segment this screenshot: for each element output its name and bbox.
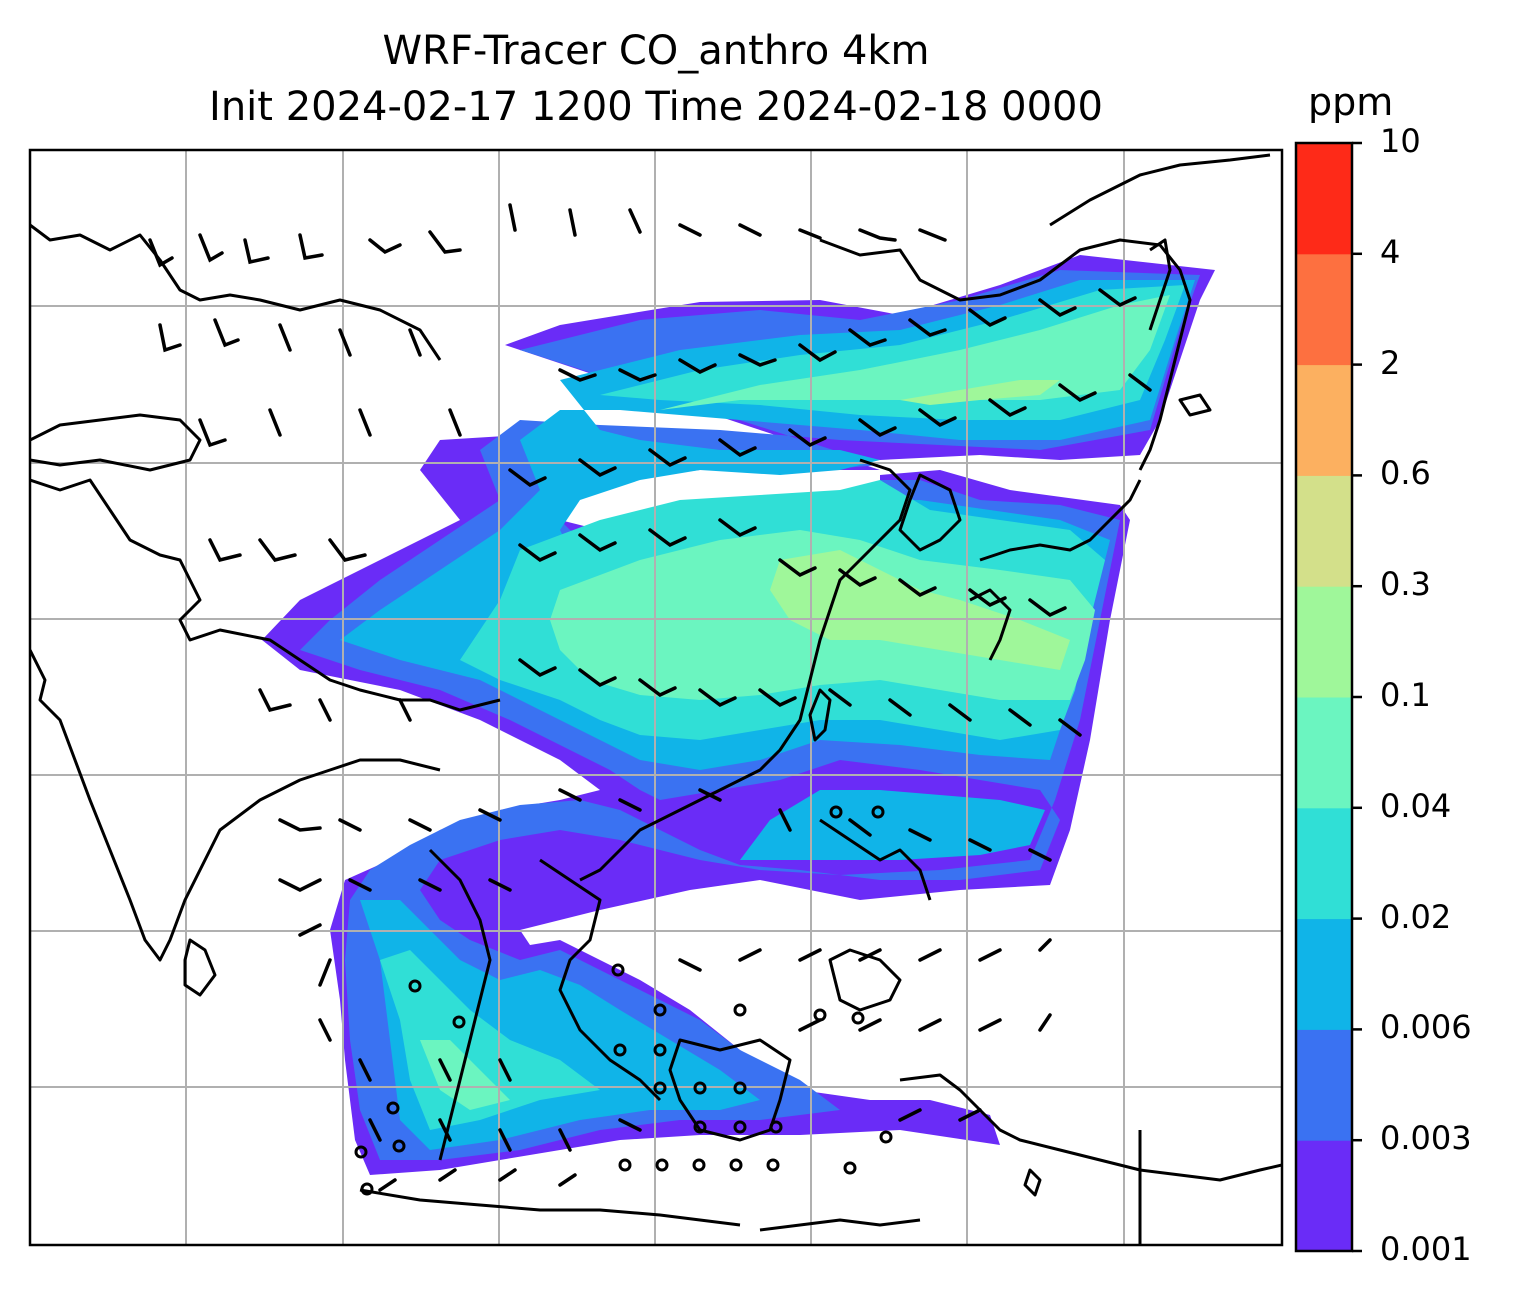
colorbar-tick-label: 0.3 [1380,565,1431,604]
colorbar-tick-label: 0.04 [1380,786,1452,825]
colorbar-unit-label: ppm [1308,80,1394,124]
colorbar-segment [1296,807,1352,920]
gridlines [30,150,1282,1245]
calm-wind-markers [354,805,893,1196]
co-concentration-field [262,255,1215,1175]
colorbar-segment [1296,143,1352,255]
map-title-line-2: Init 2024-02-17 1200 Time 2024-02-18 000… [209,84,1103,130]
map-frame [28,148,1284,1247]
colorbar-tick-label: 0.6 [1380,454,1431,493]
co-field-level-4 [380,285,1185,1130]
coastlines [30,153,1282,1245]
colorbar-segment [1296,1140,1352,1252]
colorbar-tick-label: 10 [1380,122,1421,160]
colorbar-segment [1296,475,1352,587]
map-panel [30,150,1282,1245]
colorbar-segment [1296,364,1352,476]
colorbar-segment [1296,697,1352,809]
colorbar-segment [1296,1029,1352,1141]
colorbar [1294,141,1362,1253]
colorbar-segment [1296,586,1352,698]
colorbar-tick-label: 0.1 [1380,676,1431,714]
colorbar-tick-label: 0.006 [1380,1008,1472,1047]
colorbar-segment [1296,253,1352,366]
colorbar-tick-label: 2 [1380,343,1401,382]
co-field-level-5 [420,295,1170,1110]
map-title-line-1: WRF-Tracer CO_anthro 4km [382,28,930,74]
colorbar-tick-label: 0.02 [1380,897,1452,936]
wind-barbs [148,203,1152,1192]
colorbar-tick-label: 0.001 [1380,1230,1472,1268]
colorbar-tick-label: 4 [1380,232,1401,271]
co-field-level-6 [770,380,1070,670]
colorbar-tick-label: 0.003 [1380,1119,1472,1158]
colorbar-segment [1296,918,1352,1030]
